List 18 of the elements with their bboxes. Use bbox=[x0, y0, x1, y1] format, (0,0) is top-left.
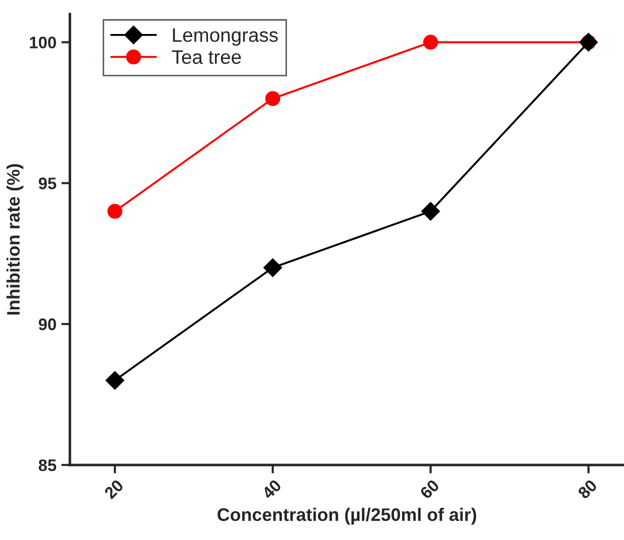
y-tick-label: 90 bbox=[38, 318, 56, 330]
x-tick-label: 80 bbox=[577, 478, 598, 500]
x-tick-label: 40 bbox=[261, 478, 282, 500]
point bbox=[265, 91, 280, 106]
y-tick-label: 95 bbox=[38, 178, 56, 190]
point bbox=[107, 204, 122, 219]
legend-label: Tea tree bbox=[172, 50, 241, 64]
x-tick-label: 20 bbox=[104, 478, 124, 500]
point bbox=[263, 258, 282, 278]
point bbox=[106, 371, 124, 390]
x-tick-label: 60 bbox=[419, 478, 440, 500]
x-axis-title: Concentration (µl/250ml of air) bbox=[218, 508, 476, 525]
y-tick-label: 100 bbox=[30, 36, 56, 48]
y-tick-label: 85 bbox=[38, 459, 56, 472]
point bbox=[423, 34, 438, 50]
legend-label: Lemongrass bbox=[173, 28, 278, 46]
point bbox=[421, 202, 440, 221]
y-axis-title: Inhibition rate (%) bbox=[6, 164, 24, 315]
